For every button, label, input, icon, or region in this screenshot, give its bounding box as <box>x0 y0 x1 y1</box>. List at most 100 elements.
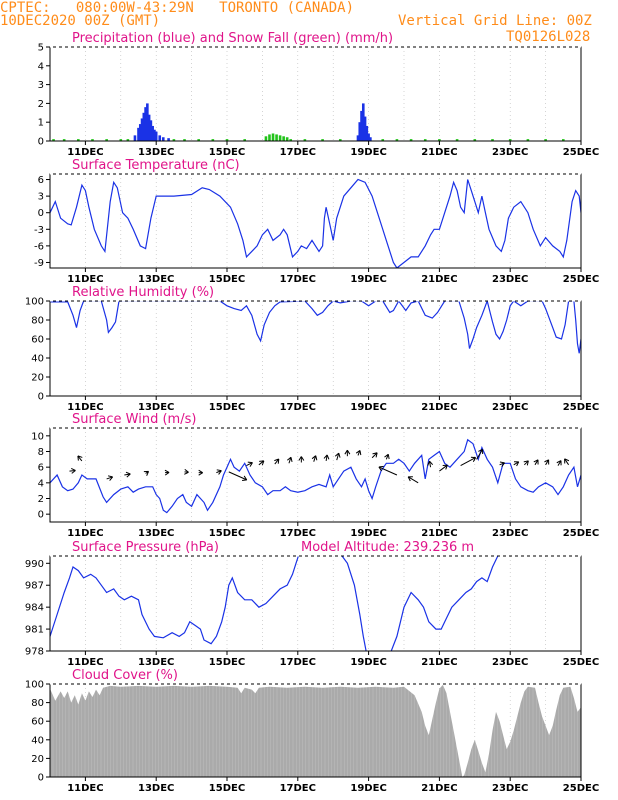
precip-bar <box>278 135 282 141</box>
y-tick-label: -3 <box>34 225 44 236</box>
panel-plot-area <box>50 301 581 396</box>
wind-arrow <box>143 470 150 476</box>
y-tick-label: 100 <box>25 297 44 308</box>
y-tick-label: 2 <box>38 99 44 110</box>
panel-title: Relative Humidity (%) <box>72 285 214 300</box>
wind-arrow-shaft <box>371 452 378 459</box>
wind-arrow-shaft <box>534 459 539 466</box>
y-tick-label: 3 <box>38 80 44 91</box>
wind-arrow-head <box>216 469 222 475</box>
wind-arrow-head <box>544 459 550 465</box>
wind-arrow-shaft <box>429 461 432 468</box>
wind-arrow <box>344 449 351 457</box>
precip-bar <box>360 110 363 141</box>
precip-bar <box>158 135 162 141</box>
wind-arrow <box>246 461 253 467</box>
y-tick-label: 80 <box>31 698 44 709</box>
precip-bar <box>409 139 413 141</box>
x-tick-label: 13DEC <box>138 402 174 413</box>
wind-arrow-head <box>407 476 413 482</box>
wind-arrow-head <box>514 461 520 467</box>
panel-frame <box>49 300 582 397</box>
wind-arrow <box>355 450 362 456</box>
wind-arrow-shaft <box>439 464 448 472</box>
panel-title: Surface Pressure (hPa) <box>72 540 219 555</box>
precip-bar <box>197 139 200 141</box>
x-tick-label: 17DEC <box>280 528 316 539</box>
x-tick-label: 11DEC <box>67 657 103 668</box>
y-tick-label: 80 <box>31 316 44 327</box>
x-tick-label: 21DEC <box>421 274 457 285</box>
wind-arrow <box>334 452 341 461</box>
y-tick-label: 60 <box>31 335 44 346</box>
wind-arrow-head <box>564 458 570 464</box>
precip-bar <box>423 139 427 141</box>
wind-arrow <box>439 464 448 472</box>
precip-bar <box>126 139 130 141</box>
wind-arrow-head <box>164 469 170 476</box>
wind-arrow-head <box>143 470 150 476</box>
y-tick-label: 8 <box>38 447 44 458</box>
wind-arrow <box>77 455 83 462</box>
wind-arrow-shaft <box>313 455 317 462</box>
precip-bar <box>381 139 385 141</box>
y-tick-label: 0 <box>38 137 44 148</box>
wind-arrow-head <box>77 455 83 461</box>
panel-plot-area <box>52 47 565 141</box>
y-tick-label: 20 <box>31 373 44 384</box>
y-tick-label: 20 <box>31 754 44 765</box>
wind-arrow-head <box>184 468 189 475</box>
precip-bar <box>271 133 275 141</box>
x-tick-label: 19DEC <box>350 402 386 413</box>
wind-arrow-shaft <box>476 449 483 460</box>
x-tick-label: 21DEC <box>421 528 457 539</box>
wind-arrow <box>427 460 434 468</box>
y-tick-label: 4 <box>38 61 44 72</box>
wind-arrow-shaft <box>69 469 76 472</box>
wind-arrow-shaft <box>460 457 476 467</box>
precip-bar <box>138 124 142 141</box>
wind-arrow-shaft <box>336 452 340 461</box>
wind-arrow-shaft <box>274 458 280 465</box>
precip-bar <box>77 139 80 141</box>
precip-bar <box>119 139 123 141</box>
x-tick-label: 21DEC <box>421 783 457 794</box>
x-tick-label: 23DEC <box>492 147 528 158</box>
panel-title: Cloud Cover (%) <box>72 668 178 683</box>
wind-arrow <box>523 460 529 466</box>
precip-bar <box>367 133 370 141</box>
precip-bar <box>172 139 176 141</box>
x-tick-label: 11DEC <box>67 147 103 158</box>
wind-arrow <box>228 471 248 482</box>
y-tick-label: 1 <box>38 118 44 129</box>
precip-bar <box>303 139 307 141</box>
x-tick-label: 21DEC <box>421 147 457 158</box>
wind-arrow-head <box>311 455 318 461</box>
y-tick-label: 0 <box>38 392 44 403</box>
x-tick-label: 25DEC <box>563 147 599 158</box>
wind-arrow-shaft <box>246 462 253 467</box>
wind-arrow-head <box>427 460 434 466</box>
y-tick-label: 0 <box>38 510 44 521</box>
precip-bar <box>438 139 441 141</box>
wind-arrow-head <box>533 459 539 465</box>
panel-temp: 6 3 0 -3 -6 -9 11DEC 13DEC 15DEC 17DEC 19DEC 21DEC 2… <box>34 158 599 285</box>
x-tick-label: 15DEC <box>209 528 245 539</box>
wind-arrow-head <box>384 453 390 460</box>
x-tick-label: 25DEC <box>563 402 599 413</box>
wind-arrow-shaft <box>258 460 265 466</box>
precip-bar <box>491 139 494 141</box>
wind-arrow-head <box>286 456 293 462</box>
y-tick-label: 100 <box>25 680 44 691</box>
panel-annotation: Model Altitude: 239.236 m <box>301 540 474 555</box>
panel-wind: 10 8 6 4 2 0 11DEC 13DEC 15DEC 17DEC 19DEC 21DEC 23D… <box>31 412 599 539</box>
wind-arrow-shaft <box>378 466 398 476</box>
precip-bar <box>358 122 362 141</box>
wind-arrow <box>407 476 419 484</box>
precip-bar <box>167 138 170 141</box>
precip-bar <box>363 116 367 141</box>
wind-arrow-shaft <box>564 458 570 466</box>
x-tick-label: 17DEC <box>280 783 316 794</box>
y-tick-label: 3 <box>38 192 44 203</box>
